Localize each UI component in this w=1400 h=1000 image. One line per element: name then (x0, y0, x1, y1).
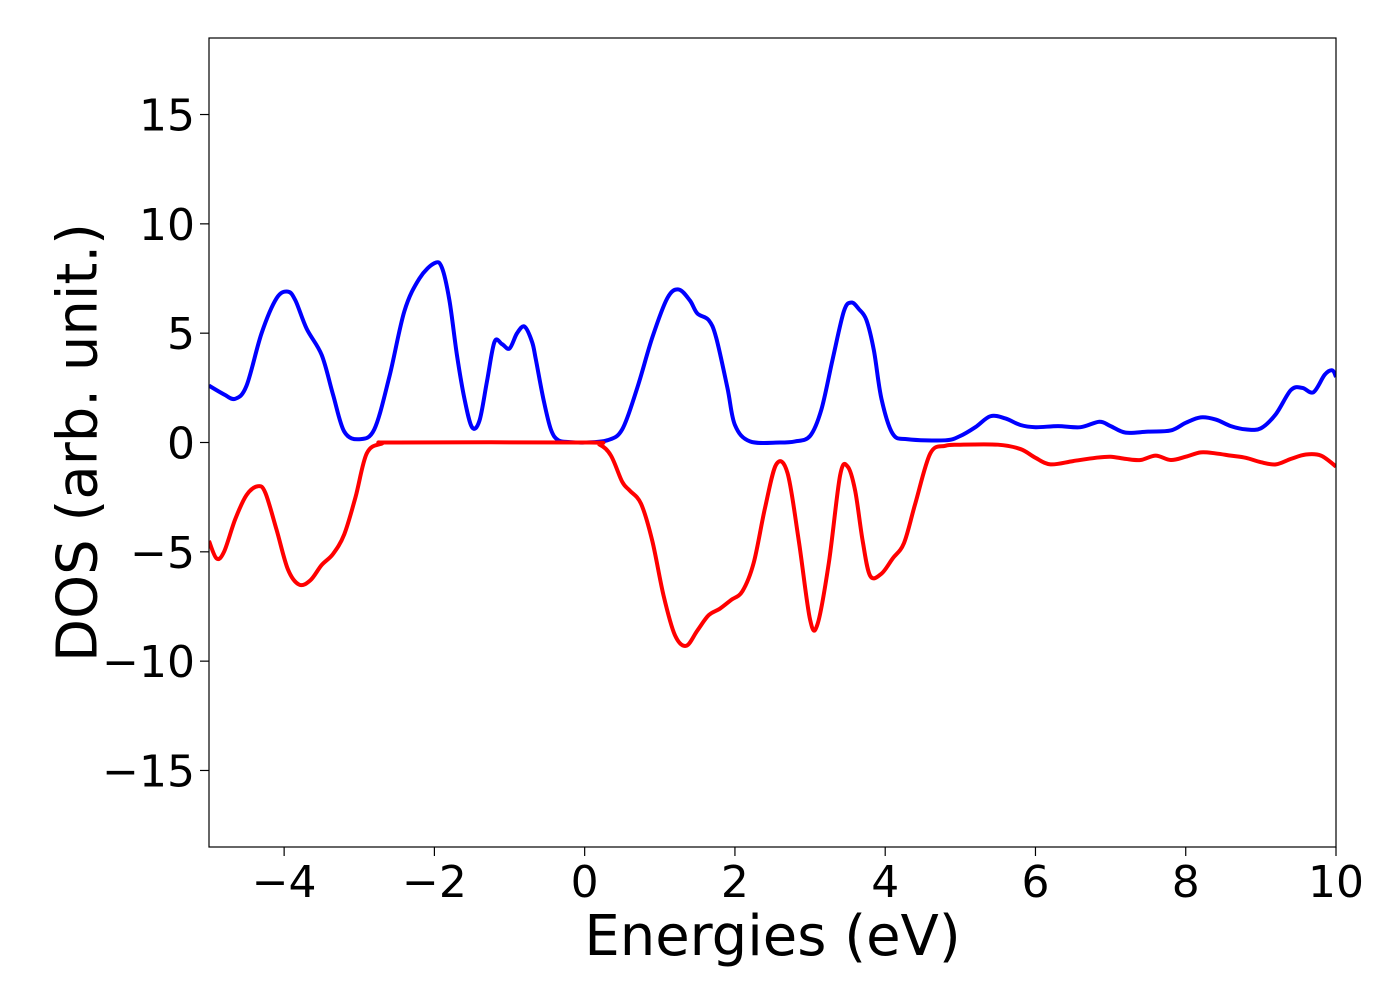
x-tick-label: 8 (1172, 857, 1200, 908)
x-tick-label: 2 (721, 857, 749, 908)
y-tick-label: −10 (102, 637, 195, 688)
x-tick-label: 4 (871, 857, 899, 908)
y-tick-label: 0 (167, 419, 195, 470)
x-tick-label: −4 (252, 857, 317, 908)
y-tick-label: 15 (139, 91, 195, 142)
series-line-blue (209, 260, 1336, 446)
y-axis-label: DOS (arb. unit.) (46, 223, 111, 662)
y-tick-label: 5 (167, 309, 195, 360)
x-tick-label: 6 (1021, 857, 1049, 908)
y-tick-label: −5 (130, 528, 195, 579)
y-tick-label: 10 (139, 200, 195, 251)
y-tick-label: −15 (102, 746, 195, 797)
series-layer (209, 260, 1336, 648)
x-axis-ticks: −4 −2 0 2 4 6 8 10 (252, 847, 1364, 908)
x-tick-label: 0 (571, 857, 599, 908)
y-axis-ticks: −15 −10 −5 0 5 10 15 (102, 91, 209, 797)
x-tick-label: 10 (1308, 857, 1364, 908)
series-line-red (209, 440, 1336, 648)
x-tick-label: −2 (402, 857, 467, 908)
x-axis-label: Energies (eV) (584, 904, 960, 969)
